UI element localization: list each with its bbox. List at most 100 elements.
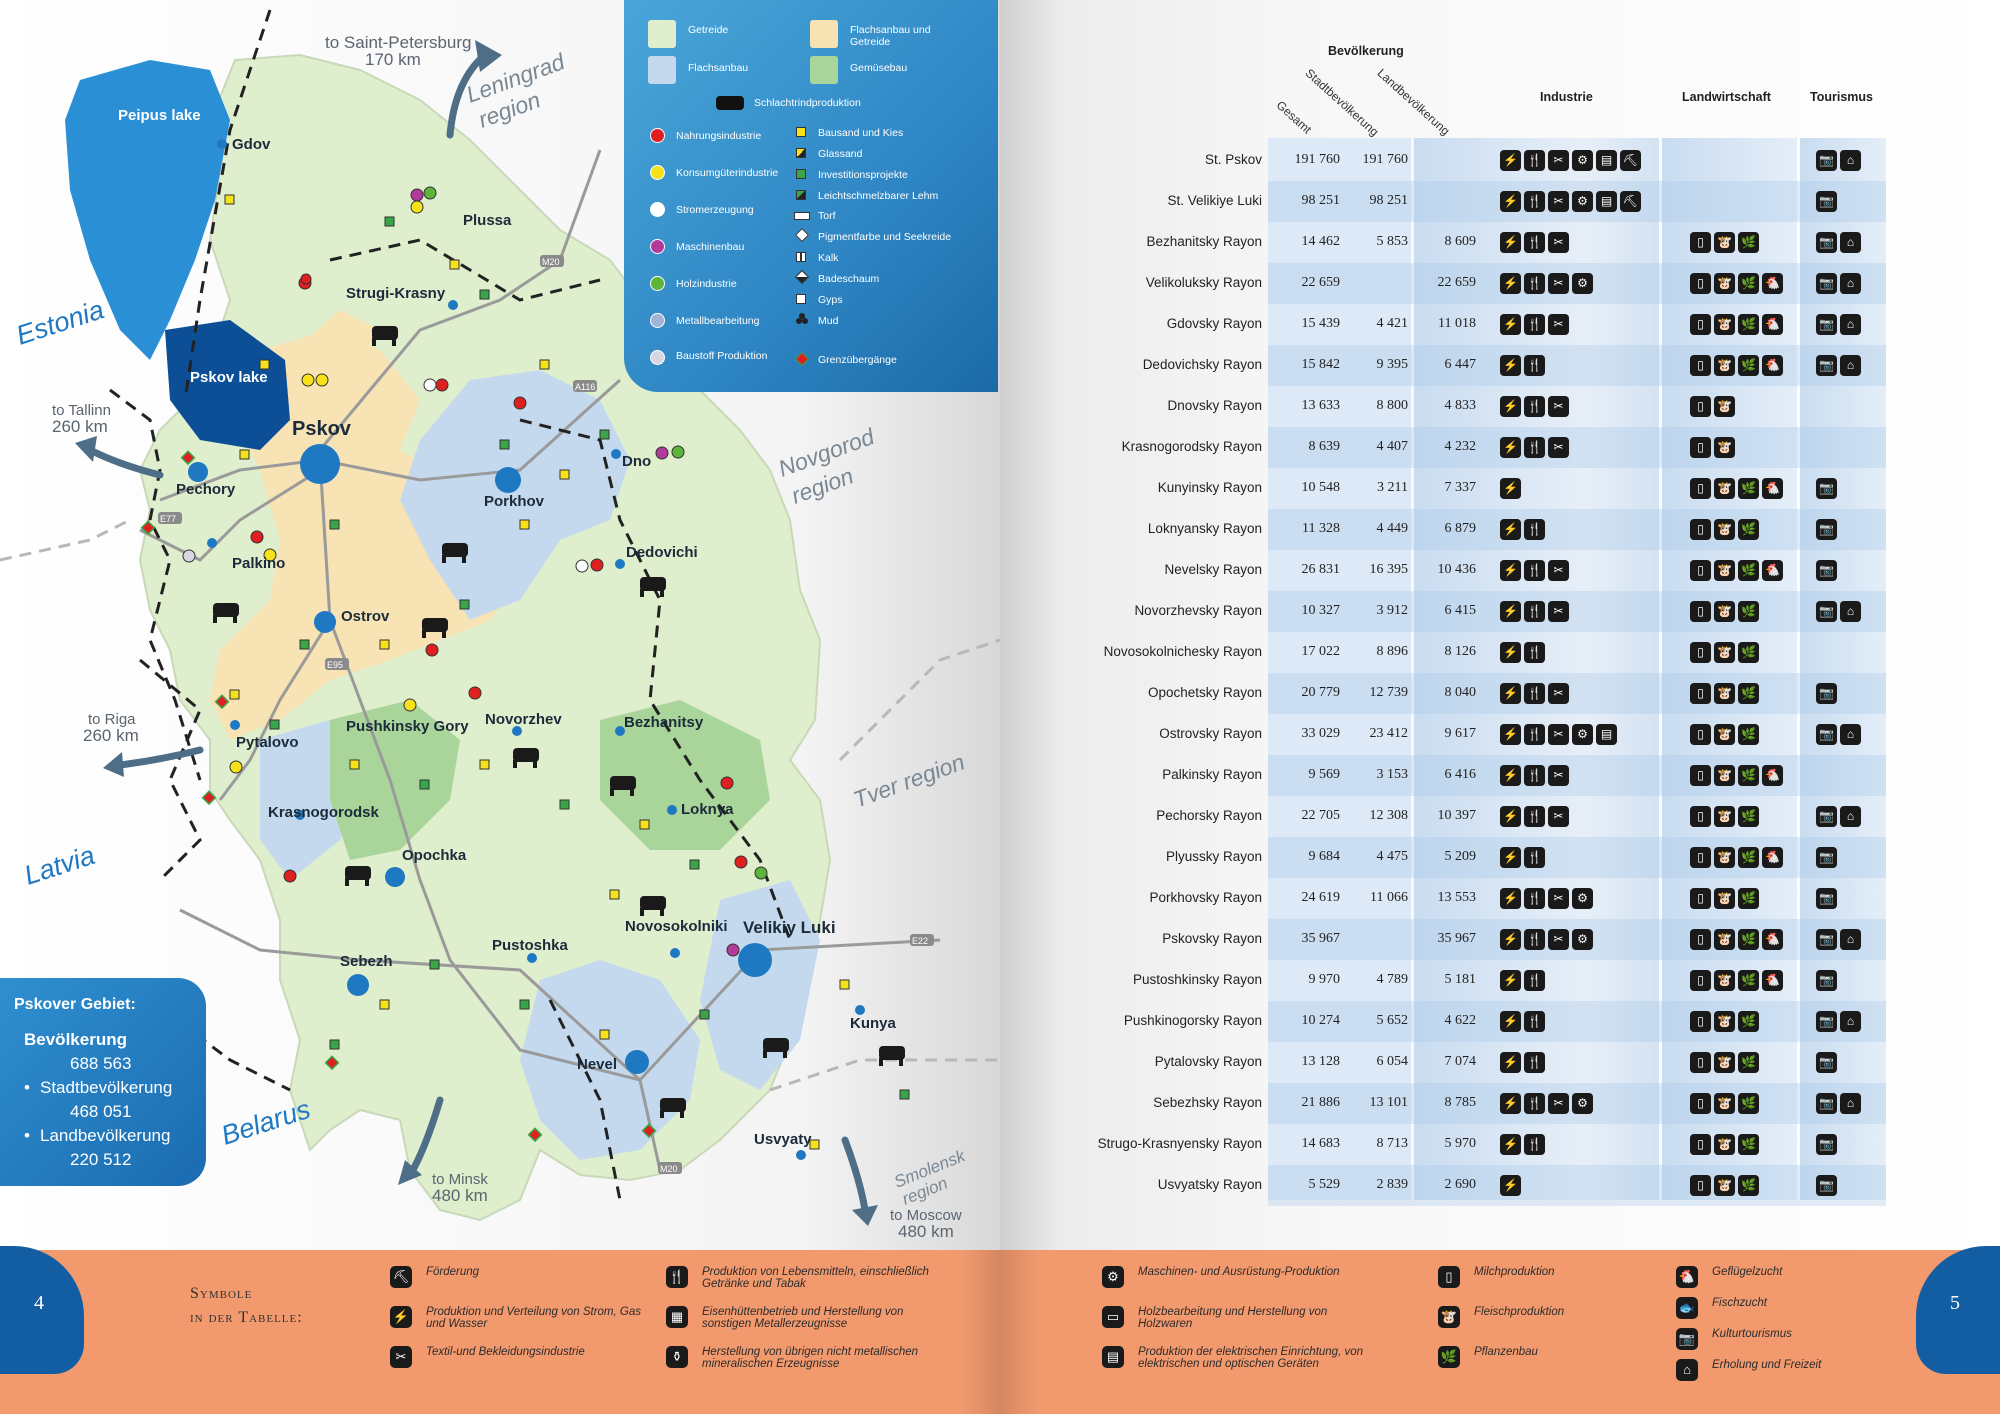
agriculture-icons: ▯ 🐮 🌿 🐔: [1690, 478, 1783, 499]
symbol-legend-band: [0, 1250, 2000, 1414]
table-symbol-icon: 🐔: [1762, 929, 1783, 950]
table-symbol-icon: 🐮: [1714, 601, 1735, 622]
table-symbol-icon: 🐮: [1714, 478, 1735, 499]
table-symbol-icon: ✂: [1548, 273, 1569, 294]
symbol-text: Geflügelzucht: [1712, 1266, 1783, 1278]
table-symbol-icon: ⌂: [1840, 150, 1861, 171]
city-plussa: Plussa: [463, 212, 512, 229]
table-symbol-icon: ⌂: [1840, 1093, 1861, 1114]
total-population: 17 022: [1301, 644, 1341, 659]
symbol-item: 🍴 Produktion von Lebensmitteln, einschlie…: [666, 1266, 932, 1290]
agriculture-icons: ▯ 🐮 🌿: [1690, 642, 1759, 663]
rayon-name: St. Velikiye Luki: [1167, 193, 1262, 208]
legend-flax-grain: Flachsanbau und Getreide: [850, 24, 931, 48]
total-population: 24 619: [1301, 890, 1341, 905]
summary-rural-label: Landbevölkerung: [40, 1126, 171, 1145]
table-symbol-icon: ⚡: [1500, 560, 1521, 581]
table-symbol-icon: 🍴: [1524, 642, 1545, 663]
industry-icons: ⚡ 🍴 ✂: [1500, 765, 1569, 786]
mineral-icon: ⚱: [666, 1346, 688, 1368]
rayon-name: Porkhovsky Rayon: [1149, 890, 1262, 905]
table-symbol-icon: ⚡: [1500, 478, 1521, 499]
peat-icon: [794, 212, 810, 220]
table-symbol-icon: 🌿: [1738, 1052, 1759, 1073]
table-symbol-icon: ⚡: [1500, 1175, 1521, 1196]
table-symbol-icon: ▯: [1690, 601, 1711, 622]
agriculture-icons: ▯ 🐮 🌿 🐔: [1690, 847, 1783, 868]
agriculture-icons: ▯ 🐮 🌿 🐔: [1690, 314, 1783, 335]
table-symbol-icon: 🌿: [1738, 724, 1759, 745]
table-symbol-icon: 📷: [1816, 232, 1837, 253]
fish-icon: 🐟: [1676, 1297, 1698, 1319]
symbol-text: Förderung: [426, 1266, 480, 1278]
symbols-heading-1: Symbole: [190, 1285, 253, 1302]
industry-icons: ⚡: [1500, 478, 1521, 499]
tourism-icons: 📷: [1816, 478, 1837, 499]
table-symbol-icon: 🐮: [1714, 1011, 1735, 1032]
symbol-text: Erholung und Freizeit: [1712, 1359, 1822, 1371]
row-band: [1268, 345, 1886, 386]
table-symbol-icon: 🍴: [1524, 273, 1545, 294]
table-symbol-icon: ⛏: [1620, 191, 1641, 212]
table-symbol-icon: 🍴: [1524, 519, 1545, 540]
road-e22: E22: [912, 936, 928, 946]
symbol-item: ▤ Produktion der elektrischen Einrichtung…: [1102, 1346, 1368, 1370]
legend-food-industry: Nahrungsindustrie: [676, 130, 762, 142]
tourism-icons: 📷 ⌂: [1816, 355, 1861, 376]
legend-machinery: Maschinenbau: [676, 241, 745, 253]
symbol-text: Textil-und Bekleidungsindustrie: [426, 1346, 585, 1358]
city-novosokolniki: Novosokolniki: [625, 918, 728, 935]
symbol-item: ▭ Holzbearbeitung und Herstellung von Hol…: [1102, 1306, 1368, 1330]
table-symbol-icon: 🌿: [1738, 929, 1759, 950]
table-symbol-icon: ✂: [1548, 150, 1569, 171]
table-symbol-icon: ▯: [1690, 478, 1711, 499]
summary-title: Pskover Gebiet:: [14, 996, 136, 1013]
road-m20-north: M20: [542, 257, 560, 267]
left-page-number: 4: [34, 1292, 44, 1314]
table-symbol-icon: 📷: [1816, 478, 1837, 499]
table-symbol-icon: 🐮: [1714, 806, 1735, 827]
label-peipus-lake: Peipus lake: [118, 107, 201, 124]
rayon-name: Loknyansky Rayon: [1147, 521, 1262, 536]
table-symbol-icon: 📷: [1816, 273, 1837, 294]
label-tver-region: Tver region: [850, 748, 968, 812]
table-symbol-icon: ⚙: [1572, 191, 1593, 212]
symbol-text: Eisenhüttenbetrieb und Herstellung von s…: [702, 1306, 904, 1330]
total-population: 15 842: [1301, 357, 1341, 372]
city-ostrov: Ostrov: [341, 608, 390, 625]
table-symbol-icon: ▯: [1690, 929, 1711, 950]
urban-population: 98 251: [1369, 193, 1409, 208]
table-symbol-icon: 🍴: [1524, 888, 1545, 909]
industry-icons: ⚡ 🍴 ✂ ⚙ ▤ ⛏: [1500, 150, 1641, 171]
table-symbol-icon: ▯: [1690, 437, 1711, 458]
row-band: [1268, 673, 1886, 714]
table-symbol-icon: ▤: [1596, 150, 1617, 171]
legend-consumer-goods: Konsumgüterindustrie: [676, 167, 779, 179]
table-symbol-icon: 🌿: [1738, 314, 1759, 335]
table-symbol-icon: ⚡: [1500, 929, 1521, 950]
symbol-text: Kulturtourismus: [1712, 1328, 1792, 1340]
table-symbol-icon: 🐮: [1714, 970, 1735, 991]
electronics-icon: ▤: [1102, 1346, 1124, 1368]
rayon-name: Novosokolnichesky Rayon: [1103, 644, 1262, 659]
symbol-text: Milchproduktion: [1474, 1266, 1555, 1278]
table-symbol-icon: ⌂: [1840, 314, 1861, 335]
table-symbol-icon: ⌂: [1840, 273, 1861, 294]
table-symbol-icon: ▯: [1690, 1134, 1711, 1155]
industry-icons: ⚡ 🍴 ✂: [1500, 437, 1569, 458]
industry-icons: ⚡ 🍴 ✂ ⚙: [1500, 888, 1593, 909]
table-symbol-icon: 🐮: [1714, 1093, 1735, 1114]
industry-icons: ⚡ 🍴 ✂: [1500, 806, 1569, 827]
rayon-name: Pustoshkinsky Rayon: [1132, 972, 1262, 987]
industry-icons: ⚡ 🍴: [1500, 847, 1545, 868]
page-gutter-shade: [960, 1250, 1040, 1414]
industry-icons: ⚡: [1500, 1175, 1521, 1196]
table-symbol-icon: ⌂: [1840, 806, 1861, 827]
table-symbol-icon: 🐮: [1714, 519, 1735, 540]
rural-population: 8 785: [1444, 1095, 1477, 1110]
table-symbol-icon: 🐮: [1714, 560, 1735, 581]
rural-population: 8 126: [1444, 644, 1477, 659]
tourism-icons: 📷 ⌂: [1816, 273, 1861, 294]
symbols-heading: Symbole in der Tabelle:: [190, 1282, 303, 1330]
legend-building: Baustoff Produktion: [676, 350, 768, 362]
